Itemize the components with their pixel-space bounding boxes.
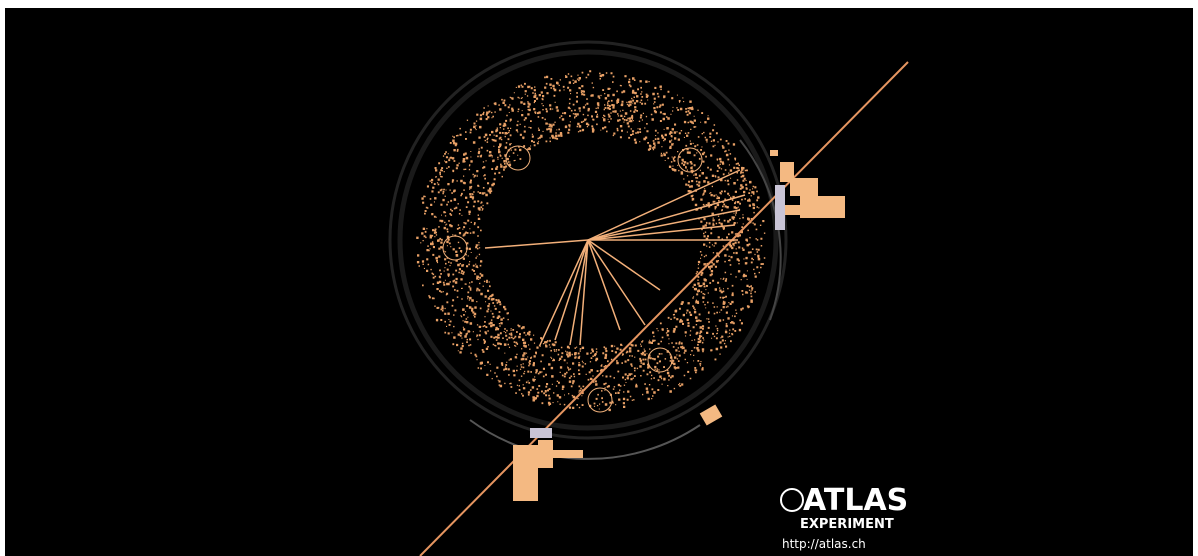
- tracks: [419, 61, 909, 556]
- logo-subtitle: EXPERIMENT: [800, 517, 894, 532]
- detector-rings: [388, 40, 788, 460]
- track: [484, 239, 589, 249]
- track: [587, 239, 621, 331]
- background: [5, 8, 1193, 556]
- arc: [469, 419, 701, 460]
- logo-url: http://atlas.ch: [782, 537, 866, 551]
- track: [587, 224, 736, 241]
- tower: [538, 440, 553, 468]
- tower: [800, 196, 845, 218]
- hit-cluster: [677, 147, 703, 173]
- tower: [770, 150, 778, 156]
- tower: [699, 404, 723, 426]
- logo-title: ATLAS: [803, 483, 908, 518]
- muon-track: [419, 61, 909, 556]
- logo: ATLAS EXPERIMENT http://atlas.ch: [780, 483, 908, 551]
- logo-globe: [780, 488, 804, 512]
- tower: [553, 450, 583, 458]
- tower: [790, 178, 818, 196]
- track: [587, 169, 741, 241]
- track: [569, 239, 589, 346]
- track: [539, 239, 589, 346]
- muon-hits: [530, 185, 785, 438]
- muon-hit: [530, 428, 552, 438]
- outer-ring: [388, 40, 788, 440]
- track: [587, 239, 646, 326]
- hit-cluster: [442, 235, 468, 261]
- track: [587, 209, 741, 241]
- track: [579, 239, 589, 346]
- hit-cluster: [647, 347, 673, 373]
- track: [587, 239, 661, 291]
- calorimeter-towers: [513, 150, 845, 501]
- tower: [785, 205, 805, 215]
- hits: [416, 70, 766, 413]
- tower: [513, 445, 538, 501]
- tower: [780, 162, 794, 182]
- hit-cluster: [505, 145, 531, 171]
- outer-ring: [397, 49, 779, 431]
- track: [554, 239, 589, 341]
- hit-cluster: [587, 387, 613, 413]
- track: [587, 194, 746, 241]
- muon-hit: [775, 185, 785, 230]
